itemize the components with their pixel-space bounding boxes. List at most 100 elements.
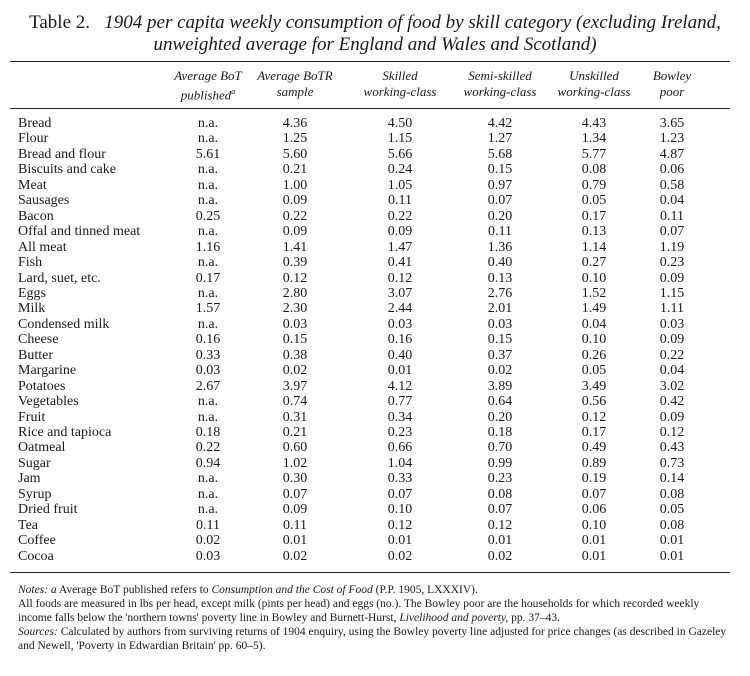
table-cell: 5.68 bbox=[487, 146, 513, 162]
column-header: Unskilled working-class bbox=[558, 68, 631, 100]
table-cell: 0.11 bbox=[196, 517, 220, 533]
table-cell: 1.15 bbox=[659, 285, 685, 301]
table-cell: 2.80 bbox=[282, 285, 308, 301]
note-units-text-1: All foods are measured in lbs per head, … bbox=[18, 598, 700, 624]
table-cell: 0.64 bbox=[487, 394, 513, 410]
table-cell: 0.22 bbox=[387, 208, 413, 224]
table-cell: 0.15 bbox=[487, 162, 513, 178]
row-label: Flour bbox=[18, 131, 49, 147]
note-a-marker: a bbox=[50, 584, 57, 596]
note-a-text-1: Average BoT published refers to bbox=[58, 584, 209, 596]
column-header-line1: Semi-skilled bbox=[468, 68, 532, 83]
table-cell: 0.20 bbox=[487, 409, 513, 425]
row-label: Milk bbox=[18, 301, 46, 317]
row-label: Sugar bbox=[18, 455, 51, 471]
table-cell: 0.05 bbox=[581, 193, 607, 209]
row-label: Potatoes bbox=[18, 378, 66, 394]
table-cell: 0.04 bbox=[581, 316, 607, 332]
table-cell: 1.02 bbox=[282, 455, 308, 471]
column-header-line2: working-class bbox=[363, 84, 437, 99]
table-cell: 1.23 bbox=[659, 131, 685, 147]
table-cell: 0.07 bbox=[387, 486, 413, 502]
table-cell: n.a. bbox=[197, 285, 219, 301]
table-cell: 0.39 bbox=[282, 255, 308, 271]
header-rule bbox=[10, 108, 730, 109]
table-notes: Notes: a Average BoT published refers to… bbox=[18, 583, 730, 653]
table-cell: 0.06 bbox=[581, 502, 607, 518]
row-label: Offal and tinned meat bbox=[18, 224, 141, 240]
row-label: Biscuits and cake bbox=[18, 162, 116, 178]
table-cell: n.a. bbox=[197, 116, 219, 131]
table-cell: 0.11 bbox=[660, 208, 684, 224]
table-cell: 0.08 bbox=[659, 517, 685, 533]
table-cell: 0.94 bbox=[195, 455, 221, 471]
table-cell: 1.11 bbox=[660, 301, 684, 317]
column-header: Semi-skilled working-class bbox=[464, 68, 537, 100]
table-cell: 0.43 bbox=[659, 440, 685, 456]
note-a-text-2: (P.P. 1905, LXXXIV). bbox=[375, 584, 478, 596]
row-label: Bread bbox=[18, 116, 52, 131]
table-cell: 1.04 bbox=[387, 455, 413, 471]
table-cell: 0.70 bbox=[487, 440, 513, 456]
table-cell: 0.30 bbox=[282, 471, 308, 487]
row-label: Bacon bbox=[18, 208, 54, 224]
table-cell: 0.01 bbox=[659, 548, 685, 564]
table-cell: 0.25 bbox=[195, 208, 221, 224]
table-cell: 0.10 bbox=[581, 332, 607, 348]
table-cell: 0.03 bbox=[387, 316, 413, 332]
table-cell: 0.01 bbox=[581, 548, 607, 564]
table-cell: 0.24 bbox=[387, 162, 413, 178]
table-cell: 3.65 bbox=[659, 116, 685, 131]
table-cell: 1.19 bbox=[659, 239, 685, 255]
row-label: Oatmeal bbox=[18, 440, 66, 456]
table-cell: 0.42 bbox=[659, 394, 685, 410]
table-cell: 0.21 bbox=[282, 425, 308, 440]
top-rule bbox=[10, 61, 730, 62]
table-cell: 0.09 bbox=[659, 409, 685, 425]
table-title: Table 2. 1904 per capita weekly consumpt… bbox=[20, 12, 730, 56]
table-cell: 0.49 bbox=[581, 440, 607, 456]
table-cell: 0.79 bbox=[581, 177, 607, 193]
table-cell: 1.34 bbox=[581, 131, 607, 147]
row-label: Condensed milk bbox=[18, 316, 110, 332]
table-cell: 5.60 bbox=[282, 146, 308, 162]
table-cell: n.a. bbox=[197, 394, 219, 410]
table-cell: 0.14 bbox=[659, 471, 685, 487]
table-cell: 0.31 bbox=[282, 409, 308, 425]
table-cell: 0.01 bbox=[581, 533, 607, 549]
table-cell: 1.27 bbox=[487, 131, 513, 147]
row-label: Fish bbox=[18, 255, 43, 271]
table-cell: 0.56 bbox=[581, 394, 607, 410]
table-cell: 0.12 bbox=[581, 409, 607, 425]
table-cell: n.a. bbox=[197, 131, 219, 147]
table-cell: 0.97 bbox=[487, 177, 513, 193]
table-cell: 0.23 bbox=[487, 471, 513, 487]
note-sources: Sources: Calculated by authors from surv… bbox=[18, 625, 730, 653]
table-cell: 0.37 bbox=[487, 347, 513, 363]
table-cell: 0.15 bbox=[282, 332, 308, 348]
row-label: Lard, suet, etc. bbox=[18, 270, 101, 286]
table-cell: 0.07 bbox=[581, 486, 607, 502]
table-cell: 2.01 bbox=[487, 301, 513, 317]
table-cell: 3.02 bbox=[659, 378, 685, 394]
table-cell: 0.60 bbox=[282, 440, 308, 456]
table-cell: 0.09 bbox=[659, 270, 685, 286]
row-label: All meat bbox=[18, 239, 67, 255]
table-cell: 1.47 bbox=[387, 239, 413, 255]
table-cell: n.a. bbox=[197, 162, 219, 178]
table-cell: 1.36 bbox=[487, 239, 513, 255]
table-cell: 3.07 bbox=[387, 285, 413, 301]
table-cell: n.a. bbox=[197, 502, 219, 518]
row-label: Fruit bbox=[18, 409, 46, 425]
table-cell: 0.08 bbox=[659, 486, 685, 502]
column-header-line2: sample bbox=[276, 84, 314, 99]
table-cell: 0.03 bbox=[659, 316, 685, 332]
row-label: Butter bbox=[18, 347, 53, 363]
table-cell: 0.09 bbox=[282, 193, 308, 209]
table-cell: 0.22 bbox=[195, 440, 221, 456]
row-label: Jam bbox=[18, 471, 41, 487]
note-units-text-2: pp. 37–43. bbox=[511, 612, 561, 624]
table-cell: 0.74 bbox=[282, 394, 308, 410]
table-cell: n.a. bbox=[197, 177, 219, 193]
table-cell: 2.67 bbox=[195, 378, 221, 394]
